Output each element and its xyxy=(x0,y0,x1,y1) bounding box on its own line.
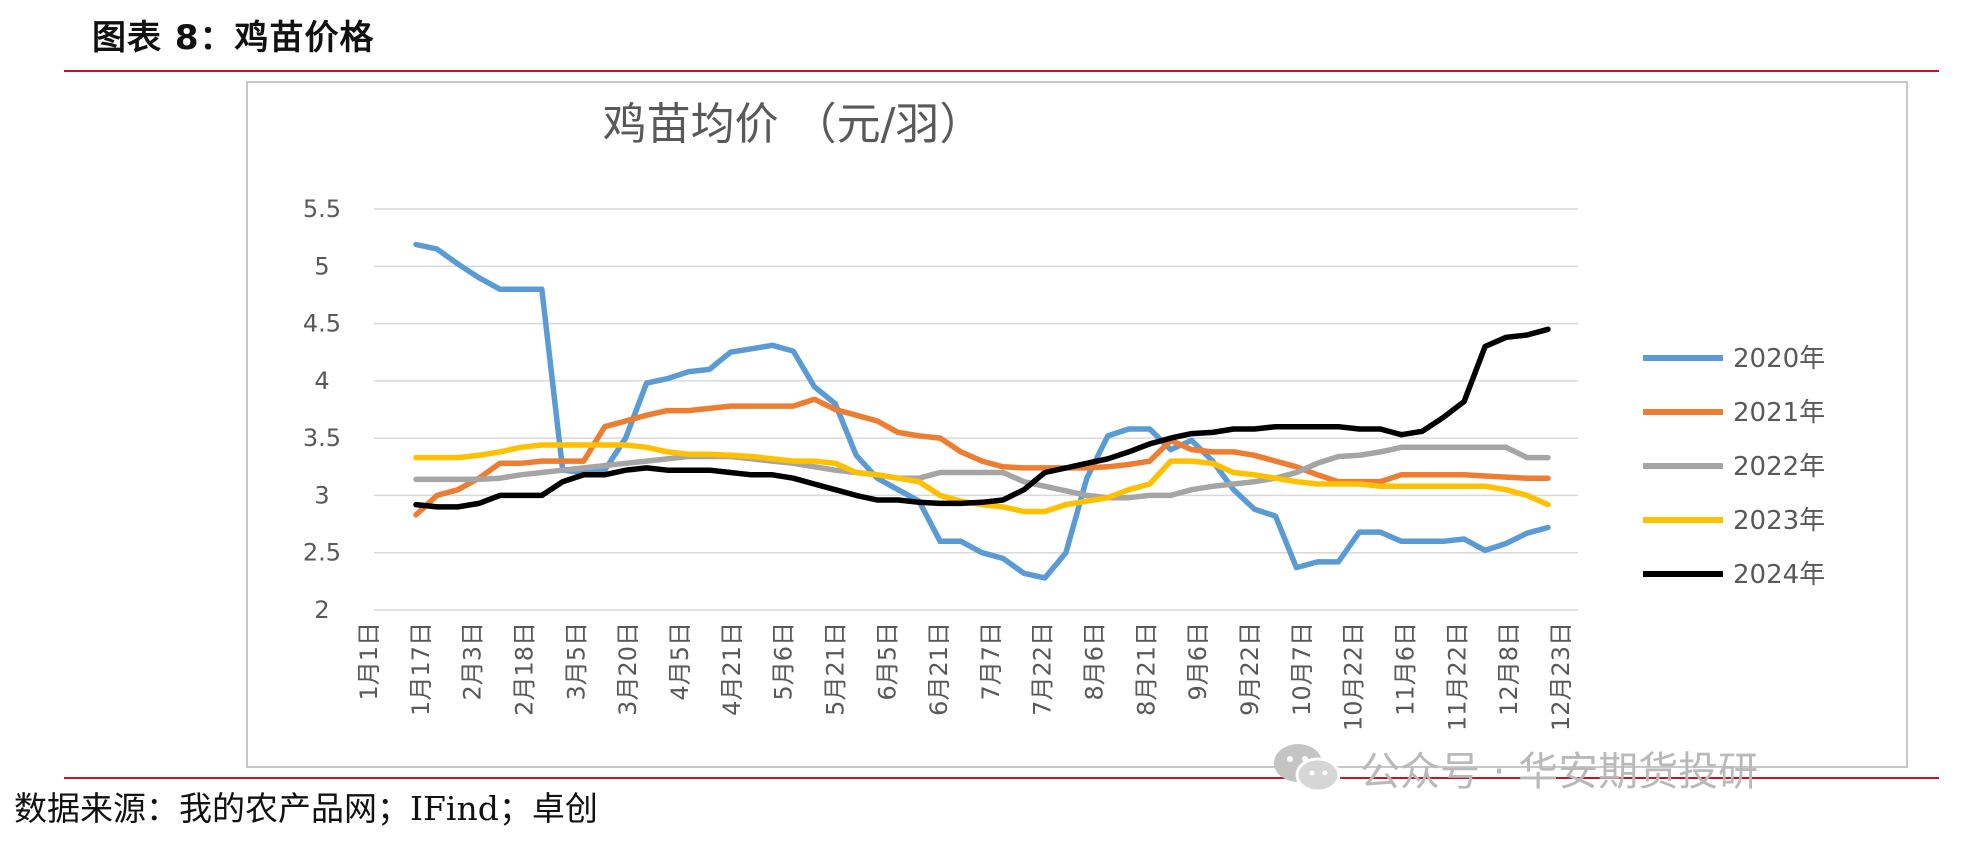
y-tick-label: 4.5 xyxy=(303,310,341,338)
x-tick-label: 10月7日 xyxy=(1288,622,1316,716)
legend-label: 2023年 xyxy=(1733,506,1825,536)
y-tick-label: 2.5 xyxy=(303,539,341,567)
x-tick-label: 3月5日 xyxy=(562,622,590,701)
series-line-5 xyxy=(413,326,1551,510)
x-tick-label: 12月8日 xyxy=(1495,622,1523,716)
x-tick-label: 9月22日 xyxy=(1236,622,1264,716)
x-tick-label: 8月6日 xyxy=(1081,622,1109,701)
top-rule xyxy=(64,70,1939,72)
x-tick-label: 5月6日 xyxy=(770,622,798,701)
legend-label: 2022年 xyxy=(1733,452,1825,482)
x-tick-label: 11月22日 xyxy=(1443,622,1471,731)
y-tick-label: 3.5 xyxy=(303,424,341,452)
figure-title: 图表 8：鸡苗价格 xyxy=(92,18,375,58)
x-tick-label: 10月22日 xyxy=(1340,622,1368,731)
x-tick-label: 5月21日 xyxy=(821,622,849,716)
x-tick-label: 2月3日 xyxy=(459,622,487,701)
legend-label: 2020年 xyxy=(1733,344,1825,374)
x-tick-label: 1月17日 xyxy=(407,622,435,716)
x-axis-ticks: 1月1日 1月17日 2月3日 2月18日 3月5日 3月20日 4月5日 4月21日 5月6日… xyxy=(355,622,1575,731)
series-line-3 xyxy=(413,444,1551,501)
x-tick-label: 7月22日 xyxy=(1029,622,1057,716)
x-tick-label: 6月5日 xyxy=(873,622,901,701)
series-line-2 xyxy=(413,396,1551,518)
series-lines xyxy=(413,241,1551,581)
y-tick-label: 5 xyxy=(314,252,329,280)
x-tick-label: 4月21日 xyxy=(718,622,746,716)
wechat-icon xyxy=(1274,744,1341,793)
watermark-text: 公众号 · 华安期货投研 xyxy=(1360,749,1759,795)
y-tick-label: 3 xyxy=(314,481,329,509)
y-tick-label: 4 xyxy=(314,367,329,395)
x-tick-label: 8月21日 xyxy=(1132,622,1160,716)
y-axis-ticks: 2 2.5 3 3.5 4 4.5 5 5.5 xyxy=(303,195,341,624)
x-tick-label: 12月23日 xyxy=(1547,622,1575,731)
x-tick-label: 4月5日 xyxy=(666,622,694,701)
bottom-rule xyxy=(64,777,1939,779)
x-tick-label: 9月6日 xyxy=(1184,622,1212,701)
x-tick-label: 1月1日 xyxy=(355,622,383,701)
x-tick-label: 6月21日 xyxy=(925,622,953,716)
x-tick-label: 3月20日 xyxy=(614,622,642,716)
watermark: 公众号 · 华安期货投研 xyxy=(1268,738,1758,798)
chart-frame: 鸡苗均价 （元/羽） 2 2.5 3 3.5 4 4.5 5 5.5 1月1日 1月17日 2月3… xyxy=(246,81,1908,768)
x-tick-label: 11月6日 xyxy=(1392,622,1420,716)
grid-lines xyxy=(374,208,1578,611)
series-line-1 xyxy=(413,241,1551,581)
chart-title: 鸡苗均价 （元/羽） xyxy=(603,99,984,150)
legend-label: 2024年 xyxy=(1733,560,1825,590)
legend-label: 2021年 xyxy=(1733,398,1825,428)
y-tick-label: 5.5 xyxy=(303,195,341,223)
x-tick-label: 2月18日 xyxy=(510,622,538,716)
legend: 2020年 2021年 2022年 2023年 2024年 xyxy=(1643,344,1825,590)
source-note: 数据来源：我的农产品网；IFind；卓创 xyxy=(14,789,598,828)
x-tick-label: 7月7日 xyxy=(977,622,1005,701)
chart-svg: 鸡苗均价 （元/羽） 2 2.5 3 3.5 4 4.5 5 5.5 1月1日 1月17日 2月3… xyxy=(303,99,1825,731)
y-tick-label: 2 xyxy=(314,596,329,624)
